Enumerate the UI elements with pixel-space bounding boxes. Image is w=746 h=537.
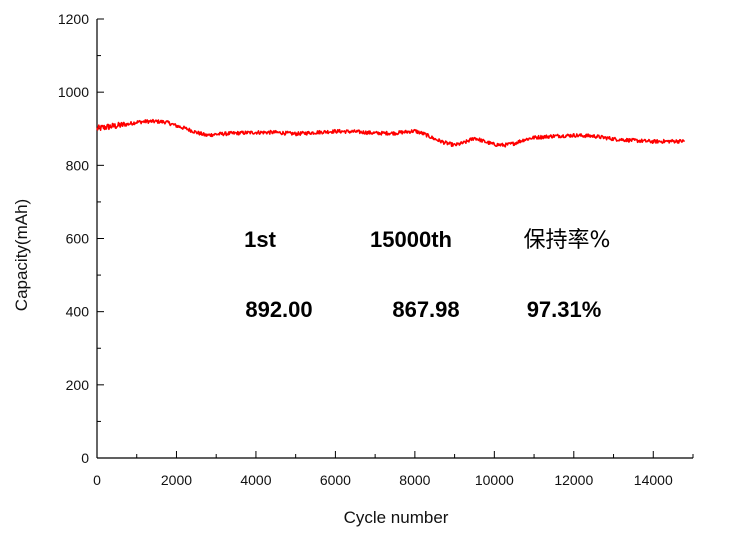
annotation-retention-value: 97.31% [527,297,602,322]
y-tick-label: 1000 [58,84,89,100]
annotation-first-capacity: 892.00 [245,297,312,322]
annotation-last-capacity: 867.98 [392,297,459,322]
annotation-last-cycle-label: 15000th [370,227,452,252]
annotation-first-cycle-label: 1st [244,227,276,252]
x-tick-label: 8000 [399,472,430,488]
plot-area [96,118,685,148]
series-line-capacity [96,118,685,148]
y-axis-title: Capacity(mAh) [12,199,31,311]
y-tick-label: 800 [66,157,90,173]
y-tick-label: 600 [66,231,90,247]
x-tick-label: 12000 [554,472,593,488]
y-tick-label: 400 [66,304,90,320]
x-tick-label: 6000 [320,472,351,488]
x-tick-label: 10000 [475,472,514,488]
annotation-retention-label: 保持率% [524,228,611,253]
y-tick-label: 0 [81,450,89,466]
x-axis-title: Cycle number [344,508,449,527]
x-tick-label: 4000 [240,472,271,488]
y-tick-label: 200 [66,377,90,393]
y-tick-label: 1200 [58,11,89,27]
x-tick-label: 14000 [634,472,673,488]
x-tick-label: 0 [93,472,101,488]
x-tick-label: 2000 [161,472,192,488]
